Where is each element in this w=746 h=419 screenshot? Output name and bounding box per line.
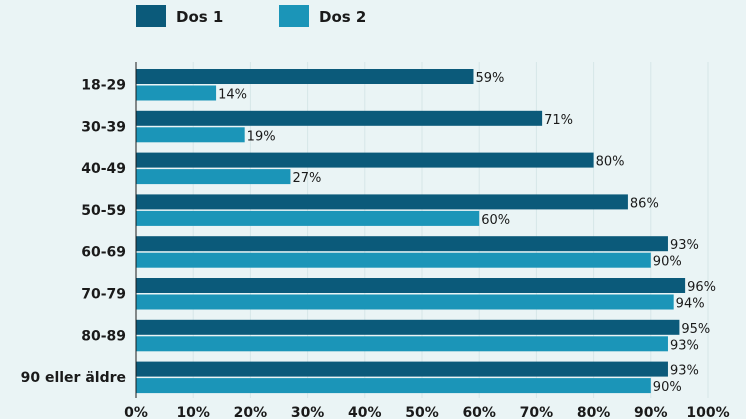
value-label: 96%	[687, 280, 716, 295]
bar-dos1-70-79	[136, 278, 686, 293]
value-label: 93%	[670, 338, 699, 353]
bar-dos1-90-eller-äldre	[136, 361, 668, 377]
value-label: 71%	[544, 113, 573, 128]
category-label: 60-69	[81, 245, 126, 261]
category-label: 18-29	[81, 78, 126, 94]
value-label: 19%	[247, 129, 276, 144]
legend-label-dos2: Dos 2	[319, 8, 367, 26]
x-tick-label: 100%	[686, 405, 729, 419]
x-tick-label: 50%	[405, 405, 439, 419]
bar-dos2-90-eller-äldre	[136, 378, 651, 394]
x-tick-label: 40%	[348, 405, 382, 419]
value-label: 27%	[292, 171, 321, 186]
bar-dos1-30-39	[136, 110, 543, 126]
x-tick-label: 80%	[577, 405, 611, 419]
bar-dos2-70-79	[136, 294, 674, 310]
category-label: 90 eller äldre	[21, 370, 126, 386]
value-label: 14%	[218, 88, 247, 103]
value-label: 90%	[653, 380, 682, 395]
category-label: 40-49	[81, 161, 126, 177]
x-tick-label: 0%	[124, 405, 148, 419]
x-tick-label: 70%	[520, 405, 554, 419]
bar-dos2-80-89	[136, 336, 668, 352]
value-label: 95%	[681, 322, 710, 337]
legend-label-dos1: Dos 1	[176, 8, 224, 26]
bar-dos2-18-29	[136, 85, 217, 101]
value-label: 94%	[676, 297, 705, 312]
bar-dos2-50-59	[136, 210, 480, 226]
x-tick-label: 60%	[462, 405, 496, 419]
value-label: 60%	[481, 213, 510, 228]
x-tick-label: 10%	[176, 405, 210, 419]
bar-dos1-50-59	[136, 194, 628, 210]
legend-swatch-dos1	[136, 5, 166, 27]
bar-dos1-18-29	[136, 69, 474, 84]
bar-dos1-60-69	[136, 236, 668, 252]
value-label: 80%	[596, 155, 625, 170]
bar-dos1-80-89	[136, 319, 680, 335]
value-label: 59%	[475, 71, 504, 86]
value-label: 86%	[630, 196, 659, 211]
value-label: 93%	[670, 238, 699, 253]
x-tick-label: 20%	[234, 405, 268, 419]
x-tick-label: 30%	[291, 405, 325, 419]
value-label: 90%	[653, 255, 682, 270]
bar-dos2-40-49	[136, 169, 291, 185]
bar-dos2-30-39	[136, 127, 245, 143]
legend-swatch-dos2	[279, 5, 309, 27]
category-label: 70-79	[81, 287, 126, 303]
category-label: 50-59	[81, 203, 126, 219]
value-label: 93%	[670, 364, 699, 379]
bar-dos2-60-69	[136, 252, 651, 268]
category-label: 30-39	[81, 119, 126, 135]
bar-dos1-40-49	[136, 152, 594, 168]
x-tick-label: 90%	[634, 405, 668, 419]
category-label: 80-89	[81, 328, 126, 344]
